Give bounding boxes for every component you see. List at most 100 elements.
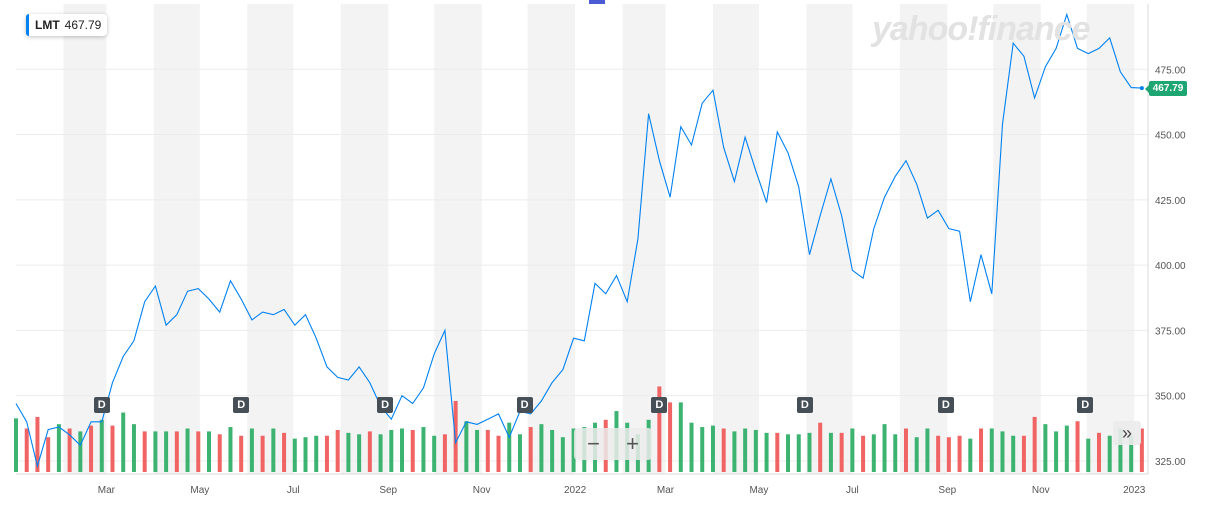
volume-bar bbox=[871, 434, 876, 472]
volume-bar bbox=[903, 428, 908, 472]
volume-bar bbox=[1043, 424, 1048, 472]
x-tick-label: May bbox=[190, 485, 209, 496]
volume-bar bbox=[442, 434, 447, 472]
volume-bar bbox=[303, 437, 308, 472]
volume-bar bbox=[1118, 428, 1123, 472]
volume-bar bbox=[400, 428, 405, 472]
y-tick-label: 400.00 bbox=[1155, 261, 1186, 272]
volume-bar bbox=[861, 435, 866, 472]
volume-bar bbox=[1064, 425, 1069, 472]
volume-bar bbox=[1021, 435, 1026, 472]
month-band bbox=[527, 4, 576, 474]
month-band bbox=[247, 4, 294, 474]
dividend-marker[interactable]: D bbox=[937, 397, 954, 413]
volume-bar bbox=[378, 434, 383, 472]
volume-bar bbox=[357, 434, 362, 472]
x-tick-label: Nov bbox=[1032, 485, 1050, 496]
volume-bar bbox=[528, 427, 533, 472]
volume-bar bbox=[196, 431, 201, 472]
volume-bar bbox=[1129, 435, 1134, 472]
x-tick-label: 2022 bbox=[564, 485, 587, 496]
volume-bar bbox=[217, 434, 222, 472]
volume-bar bbox=[560, 437, 565, 472]
volume-bar bbox=[710, 425, 715, 472]
volume-bar bbox=[335, 429, 340, 472]
dividend-marker[interactable]: D bbox=[377, 397, 394, 413]
volume-bar bbox=[453, 400, 458, 472]
dividend-marker[interactable]: D bbox=[233, 397, 250, 413]
volume-bar bbox=[786, 434, 791, 472]
volume-bar bbox=[1139, 428, 1144, 472]
zoom-controls: − + bbox=[574, 428, 652, 460]
month-band bbox=[712, 4, 759, 474]
series-color-swatch bbox=[26, 14, 29, 36]
volume-bar bbox=[346, 432, 351, 472]
volume-bar bbox=[775, 432, 780, 472]
yahoo-finance-watermark: yahoo!finance bbox=[872, 10, 1090, 48]
volume-bar bbox=[882, 424, 887, 472]
volume-bar bbox=[131, 424, 136, 472]
y-tick-label: 325.00 bbox=[1155, 457, 1186, 468]
dividend-marker[interactable]: D bbox=[93, 397, 110, 413]
x-tick-label: Mar bbox=[657, 485, 675, 496]
volume-bar bbox=[732, 431, 737, 472]
x-tick-label: 2023 bbox=[1123, 485, 1146, 496]
y-tick-label: 450.00 bbox=[1155, 131, 1186, 142]
volume-bar bbox=[818, 422, 823, 472]
volume-bar bbox=[979, 428, 984, 472]
volume-bar bbox=[421, 427, 426, 472]
x-tick-label: Sep bbox=[379, 485, 397, 496]
month-band bbox=[993, 4, 1041, 474]
x-tick-label: May bbox=[749, 485, 768, 496]
volume-bar bbox=[46, 437, 51, 472]
dividend-marker[interactable]: D bbox=[516, 397, 533, 413]
volume-bar bbox=[432, 435, 437, 472]
zoom-in-button[interactable]: + bbox=[626, 431, 639, 456]
zoom-out-button[interactable]: − bbox=[587, 431, 600, 456]
dividend-marker[interactable]: D bbox=[796, 397, 813, 413]
volume-bar bbox=[678, 402, 683, 472]
volume-bar bbox=[153, 431, 158, 472]
last-price-dot bbox=[1139, 86, 1144, 91]
volume-bar bbox=[367, 431, 372, 472]
volume-bar bbox=[249, 428, 254, 472]
volume-bar bbox=[89, 425, 94, 472]
range-handle[interactable] bbox=[589, 0, 605, 4]
x-tick-label: Sep bbox=[938, 485, 956, 496]
volume-bar bbox=[689, 422, 694, 472]
volume-bar bbox=[807, 432, 812, 472]
volume-bar bbox=[539, 424, 544, 472]
volume-bar bbox=[1075, 421, 1080, 472]
dividend-marker[interactable]: D bbox=[1077, 397, 1094, 413]
volume-bar bbox=[936, 435, 941, 472]
dividend-marker[interactable]: D bbox=[651, 397, 668, 413]
volume-bar bbox=[1086, 438, 1091, 472]
volume-bar bbox=[228, 427, 233, 472]
volume-bar bbox=[99, 419, 104, 472]
volume-bar bbox=[389, 429, 394, 472]
volume-bar bbox=[893, 434, 898, 472]
volume-bar bbox=[324, 435, 329, 472]
volume-bar bbox=[968, 438, 973, 472]
volume-bar bbox=[957, 435, 962, 472]
price-line bbox=[15, 12, 1142, 469]
ticker-symbol: LMT bbox=[35, 18, 60, 32]
volume-bar bbox=[1096, 432, 1101, 472]
volume-bar bbox=[764, 432, 769, 472]
volume-bar bbox=[35, 416, 40, 472]
volume-bar bbox=[839, 432, 844, 472]
ticker-badge[interactable]: LMT 467.79 bbox=[26, 14, 108, 36]
volume-bar bbox=[121, 412, 126, 472]
month-band bbox=[1086, 4, 1135, 474]
x-tick-label: Mar bbox=[98, 485, 116, 496]
volume-bar bbox=[743, 428, 748, 472]
ticker-price: 467.79 bbox=[64, 18, 102, 32]
volume-bar bbox=[668, 402, 673, 472]
volume-bar bbox=[174, 431, 179, 472]
volume-bar bbox=[1054, 431, 1059, 472]
y-tick-label: 375.00 bbox=[1155, 326, 1186, 337]
volume-bar bbox=[260, 435, 265, 472]
volume-bar bbox=[207, 431, 212, 472]
expand-icon[interactable]: » bbox=[1113, 421, 1141, 445]
